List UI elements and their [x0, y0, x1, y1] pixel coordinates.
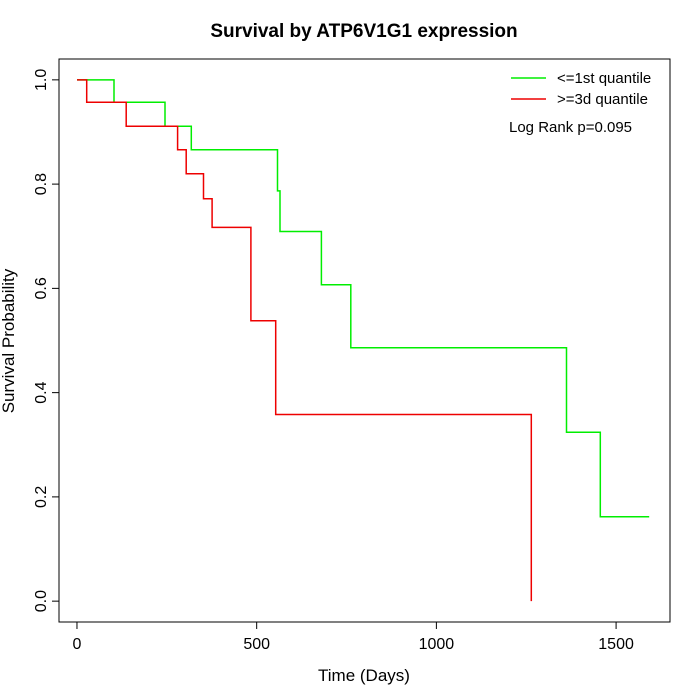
x-tick-label: 1500: [598, 636, 634, 653]
y-tick-label: 0.4: [33, 381, 50, 403]
y-axis-label: Survival Probability: [0, 268, 18, 413]
legend-label-high: >=3d quantile: [557, 91, 648, 108]
legend: <=1st quantile >=3d quantile: [511, 70, 651, 108]
x-tick-label: 1000: [419, 636, 455, 653]
x-tick-label: 500: [243, 636, 270, 653]
y-axis: 0.0 0.2 0.4 0.6 0.8 1.0: [33, 69, 59, 612]
x-axis: 0 500 1000 1500: [73, 622, 634, 653]
chart-title: Survival by ATP6V1G1 expression: [210, 21, 517, 42]
y-tick-label: 0.6: [33, 277, 50, 299]
log-rank-annotation: Log Rank p=0.095: [509, 119, 632, 136]
series-layer: [77, 79, 650, 602]
y-tick-label: 0.0: [33, 590, 50, 612]
y-tick-label: 0.2: [33, 486, 50, 508]
legend-label-low: <=1st quantile: [557, 70, 651, 87]
y-tick-label: 0.8: [33, 173, 50, 195]
x-axis-label: Time (Days): [318, 666, 410, 685]
plot-frame: [58, 58, 671, 623]
y-tick-label: 1.0: [33, 69, 50, 91]
survival-curve-high: [77, 79, 533, 602]
survival-curve-low: [77, 79, 650, 518]
x-tick-label: 0: [73, 636, 82, 653]
